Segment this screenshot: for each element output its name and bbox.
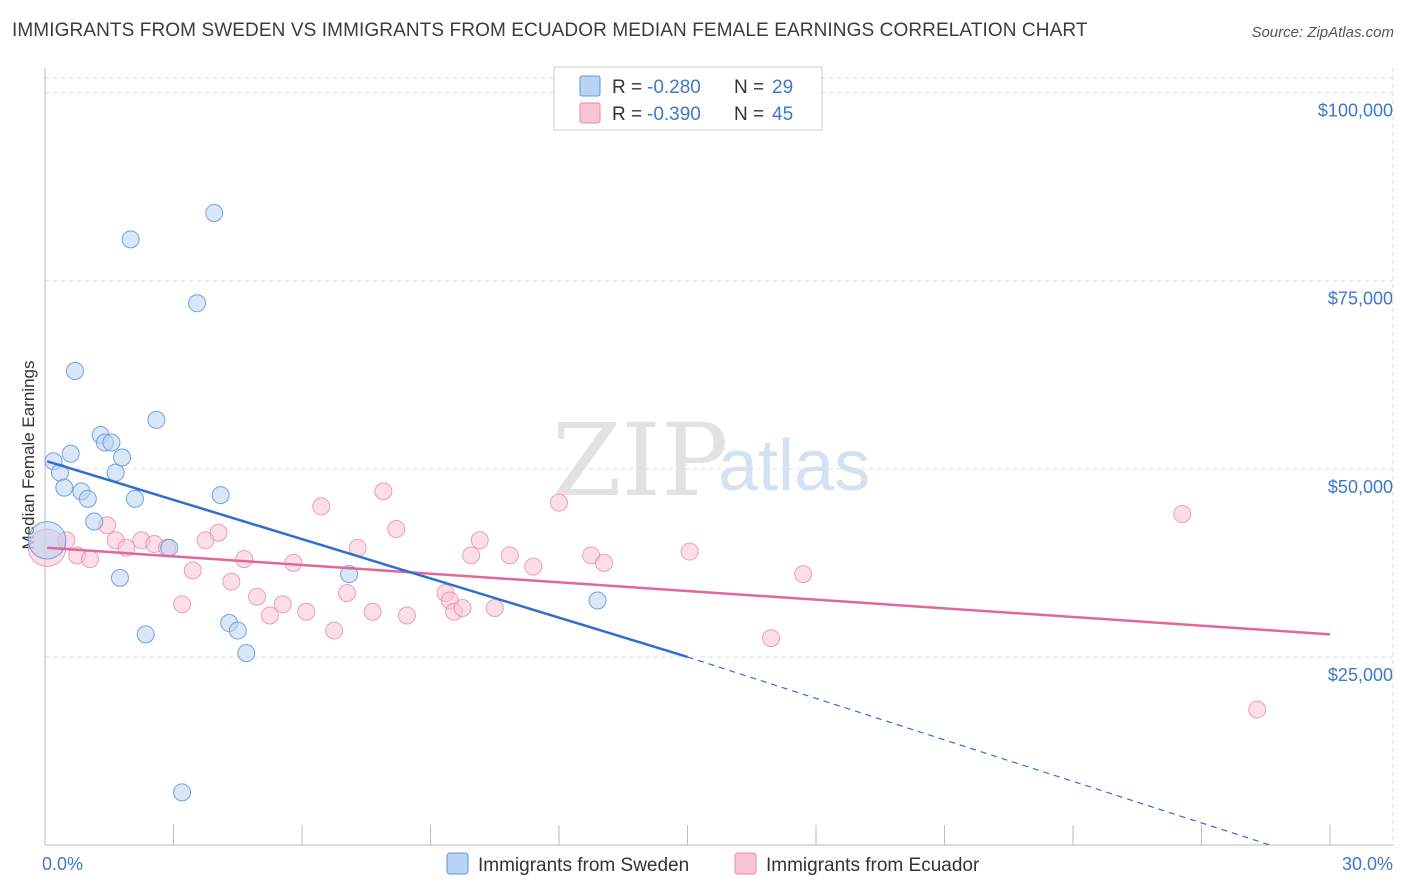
- ecuador-point: [337, 583, 356, 602]
- chart-title: IMMIGRANTS FROM SWEDEN VS IMMIGRANTS FRO…: [12, 20, 1088, 41]
- ecuador-point: [453, 599, 472, 617]
- x-tick-label: 0.0%: [42, 854, 83, 874]
- ecuador-point: [363, 602, 382, 621]
- sweden-trend-line: [46, 460, 688, 659]
- sweden-point: [205, 204, 224, 222]
- ecuador-point: [273, 595, 292, 614]
- bottom-legend-swatch-ecuador: [734, 852, 757, 875]
- ecuador-point: [462, 546, 481, 565]
- sweden-point: [78, 489, 97, 508]
- sweden-trend-extension: [687, 656, 1271, 846]
- bottom-legend-label-sweden: Immigrants from Sweden: [478, 855, 689, 876]
- legend-r-value-ecuador: -0.390: [647, 104, 701, 125]
- legend-swatch-sweden: [579, 75, 601, 97]
- sweden-point: [188, 294, 207, 313]
- legend-n-label-sweden: N =: [734, 77, 764, 98]
- watermark-zip: ZIP: [552, 402, 728, 519]
- sweden-point: [211, 486, 230, 505]
- sweden-point: [121, 230, 140, 249]
- trend-lines: [46, 460, 1331, 846]
- ecuador-point: [1248, 700, 1267, 719]
- ecuador-point: [209, 523, 228, 542]
- sweden-point: [136, 625, 155, 644]
- sweden-point: [110, 568, 129, 587]
- sweden-point: [147, 410, 166, 429]
- ecuador-point: [260, 606, 279, 625]
- sweden-point: [340, 565, 359, 584]
- sweden-point: [160, 538, 179, 557]
- ecuador-point: [183, 561, 202, 580]
- axes: [44, 68, 1393, 846]
- ecuador-point: [397, 606, 416, 625]
- sweden-point: [237, 644, 256, 663]
- ecuador-point: [312, 497, 331, 516]
- source-label: Source: ZipAtlas.com: [1251, 24, 1394, 41]
- legend-n-label-ecuador: N =: [734, 104, 764, 125]
- sweden-point: [85, 512, 104, 531]
- x-tick-labels: 0.0% 30.0%: [42, 854, 1393, 874]
- bottom-legend-label-ecuador: Immigrants from Ecuador: [766, 855, 980, 876]
- ecuador-point: [500, 546, 519, 565]
- grid-lines: [45, 68, 1394, 845]
- ecuador-point: [594, 553, 613, 572]
- ecuador-point: [222, 572, 241, 591]
- ecuador-point: [297, 602, 316, 621]
- sweden-point: [102, 433, 121, 452]
- sweden-point: [588, 591, 607, 610]
- ecuador-point: [524, 557, 543, 576]
- sweden-point: [55, 478, 74, 497]
- y-axis-label: Median Female Earnings: [19, 361, 38, 550]
- ecuador-point: [794, 565, 813, 584]
- ecuador-point: [470, 531, 489, 550]
- bottom-legend-swatch-sweden: [446, 852, 469, 875]
- y-tick-label: $50,000: [1328, 477, 1393, 497]
- y-tick-label: $75,000: [1328, 289, 1393, 309]
- ecuador-point: [387, 520, 406, 538]
- sweden-point: [125, 489, 144, 508]
- watermark-atlas: atlas: [718, 426, 870, 506]
- sweden-point: [106, 463, 125, 482]
- sweden-point: [173, 783, 192, 802]
- sweden-point: [228, 621, 247, 640]
- legend-n-value-sweden: 29: [772, 77, 793, 98]
- sweden-point: [113, 448, 132, 467]
- ecuador-point: [235, 550, 254, 569]
- legend-r-label-ecuador: R =: [612, 104, 642, 125]
- legend-swatch-ecuador: [579, 102, 601, 124]
- legend-r-value-sweden: -0.280: [647, 77, 701, 98]
- ecuador-point: [680, 542, 699, 561]
- ecuador-point: [1173, 504, 1192, 523]
- ecuador-point: [374, 482, 393, 501]
- ecuador-point: [762, 629, 781, 648]
- ecuador-point: [248, 587, 267, 606]
- legend-r-label-sweden: R =: [612, 77, 642, 98]
- correlation-legend: R = -0.280 N = 29 R = -0.390 N = 45: [553, 66, 823, 131]
- ecuador-point: [325, 621, 344, 640]
- ecuador-trend-line: [47, 546, 1331, 636]
- y-tick-label: $100,000: [1318, 101, 1393, 121]
- ecuador-point: [80, 550, 99, 569]
- ecuador-point: [173, 595, 192, 614]
- ecuador-point: [485, 599, 504, 617]
- sweden-point: [61, 444, 80, 463]
- y-tick-label: $25,000: [1328, 665, 1393, 685]
- legend-n-value-ecuador: 45: [772, 104, 793, 125]
- y-tick-labels: $25,000 $50,000 $75,000 $100,000: [1318, 101, 1393, 685]
- sweden-point: [65, 362, 84, 380]
- sweden-points: [27, 204, 607, 802]
- ecuador-point: [550, 493, 568, 512]
- series-legend: Immigrants from Sweden Immigrants from E…: [446, 852, 980, 876]
- sweden-point: [27, 521, 67, 560]
- x-tick-label: 30.0%: [1342, 854, 1393, 874]
